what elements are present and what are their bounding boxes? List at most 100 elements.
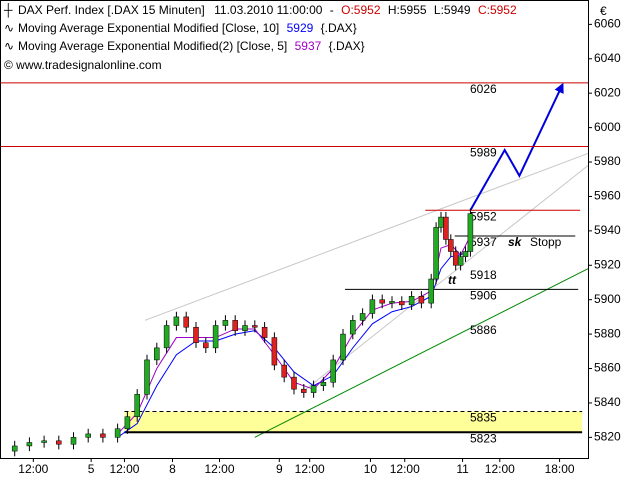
high: H:5955: [388, 3, 427, 17]
low: L:5949: [434, 3, 471, 17]
candle-body: [242, 325, 248, 331]
x-tick-label: 10: [364, 462, 378, 476]
ma2-symbol: {.DAX}: [329, 39, 365, 53]
y-tick-label: 5940: [594, 223, 621, 237]
level-label: 5823: [470, 431, 497, 445]
y-tick-label: 5880: [594, 326, 621, 340]
level-label: 5918: [470, 268, 497, 282]
ma1-symbol: {.DAX}: [321, 21, 357, 35]
ma1-legend: Moving Average Exponential Modified [Clo…: [18, 21, 357, 35]
y-tick-label: 5840: [594, 395, 621, 409]
candle-body: [418, 295, 425, 304]
level-label: 5937: [470, 235, 497, 249]
candle-body: [320, 382, 327, 386]
y-tick-label: 6060: [594, 17, 621, 31]
trendline: [303, 165, 589, 392]
y-tick-label: 5980: [594, 154, 621, 168]
candle-body: [173, 316, 180, 326]
x-tick-label: 11: [456, 462, 469, 476]
y-tick-label: 5900: [594, 292, 621, 306]
trendline: [144, 152, 589, 321]
x-tick-label: 12:00: [109, 462, 139, 476]
candle-body: [359, 313, 366, 321]
level-label: 5835: [470, 411, 497, 425]
header-icon: ┼: [3, 3, 13, 18]
x-tick-label: 9: [276, 462, 283, 476]
candle-body: [41, 440, 47, 443]
candle-body: [428, 278, 434, 304]
level-label: 5886: [470, 323, 497, 337]
ma2-name: Moving Average Exponential Modified(2) […: [18, 39, 287, 53]
candle-body: [408, 295, 415, 306]
y-tick-label: 5820: [594, 430, 621, 444]
level-label: 5952: [470, 209, 497, 223]
candle-body: [114, 428, 121, 438]
annotation: tt: [448, 273, 457, 287]
candle-body: [457, 256, 464, 266]
candle-body: [291, 376, 297, 390]
level-label: 6026: [470, 82, 497, 96]
x-tick-label: 12:00: [205, 462, 235, 476]
candle-body: [100, 433, 106, 438]
ma2-icon: ∿: [4, 39, 14, 53]
y-tick-label: 5960: [594, 189, 621, 203]
candle-body: [281, 364, 287, 378]
candle-body: [467, 213, 474, 252]
candle-body: [163, 325, 170, 349]
candle-body: [379, 299, 385, 304]
currency: €: [600, 4, 607, 18]
y-tick-label: 6020: [594, 85, 621, 99]
candle-body: [452, 251, 459, 266]
x-tick-label: 12:00: [295, 462, 325, 476]
candle-body: [26, 442, 33, 447]
header-text: DAX Perf. Index [.DAX 15 Minuten] 11.03.…: [18, 3, 517, 17]
x-tick-label: 12:00: [18, 462, 48, 476]
candle-body: [310, 385, 317, 393]
candle-body: [438, 216, 444, 228]
level-label: 5906: [470, 289, 497, 303]
annotation: sk: [508, 235, 523, 249]
candle-body: [232, 320, 238, 331]
ma1-name: Moving Average Exponential Modified [Clo…: [18, 21, 279, 35]
x-tick-label: 5: [88, 462, 95, 476]
y-tick-label: 5920: [594, 257, 621, 271]
ma1-icon: ∿: [4, 21, 14, 35]
ma2-value: 5937: [295, 39, 322, 53]
zone: [124, 411, 583, 433]
candle-body: [11, 445, 18, 452]
candle-body: [261, 326, 268, 338]
forecast-arrow: [469, 82, 564, 211]
candle-body: [124, 416, 131, 429]
ma1-value: 5929: [287, 21, 314, 35]
candle-body: [203, 342, 209, 349]
x-tick-label: 12:00: [485, 462, 515, 476]
separator: -: [330, 3, 334, 17]
x-tick-label: 18:00: [545, 462, 575, 476]
copyright: © www.tradesignalonline.com: [4, 58, 162, 72]
candle-body: [212, 325, 219, 349]
candle-body: [369, 299, 376, 314]
x-tick-label: 12:00: [390, 462, 420, 476]
trendline: [254, 268, 589, 438]
candle-body: [85, 433, 91, 438]
candle-body: [389, 301, 395, 304]
y-tick-label: 6040: [594, 51, 621, 65]
candle-body: [330, 359, 336, 383]
candle-body: [252, 325, 258, 328]
y-tick-label: 6000: [594, 120, 621, 134]
annotation: Stopp: [530, 235, 562, 249]
candle-body: [193, 326, 199, 343]
x-tick-label: 8: [169, 462, 176, 476]
ma2-legend: Moving Average Exponential Modified(2) […: [18, 39, 365, 53]
candle-body: [144, 359, 150, 395]
plot-frame: [0, 0, 589, 459]
header: ┼ DAX Perf. Index [.DAX 15 Minuten] 11.0…: [3, 3, 517, 72]
candle-body: [56, 440, 62, 445]
candle-body: [154, 347, 160, 361]
timestamp: 11.03.2010 11:00:00: [214, 3, 323, 17]
candle-body: [271, 337, 278, 366]
candle-body: [399, 301, 405, 306]
candle-body: [340, 333, 346, 361]
